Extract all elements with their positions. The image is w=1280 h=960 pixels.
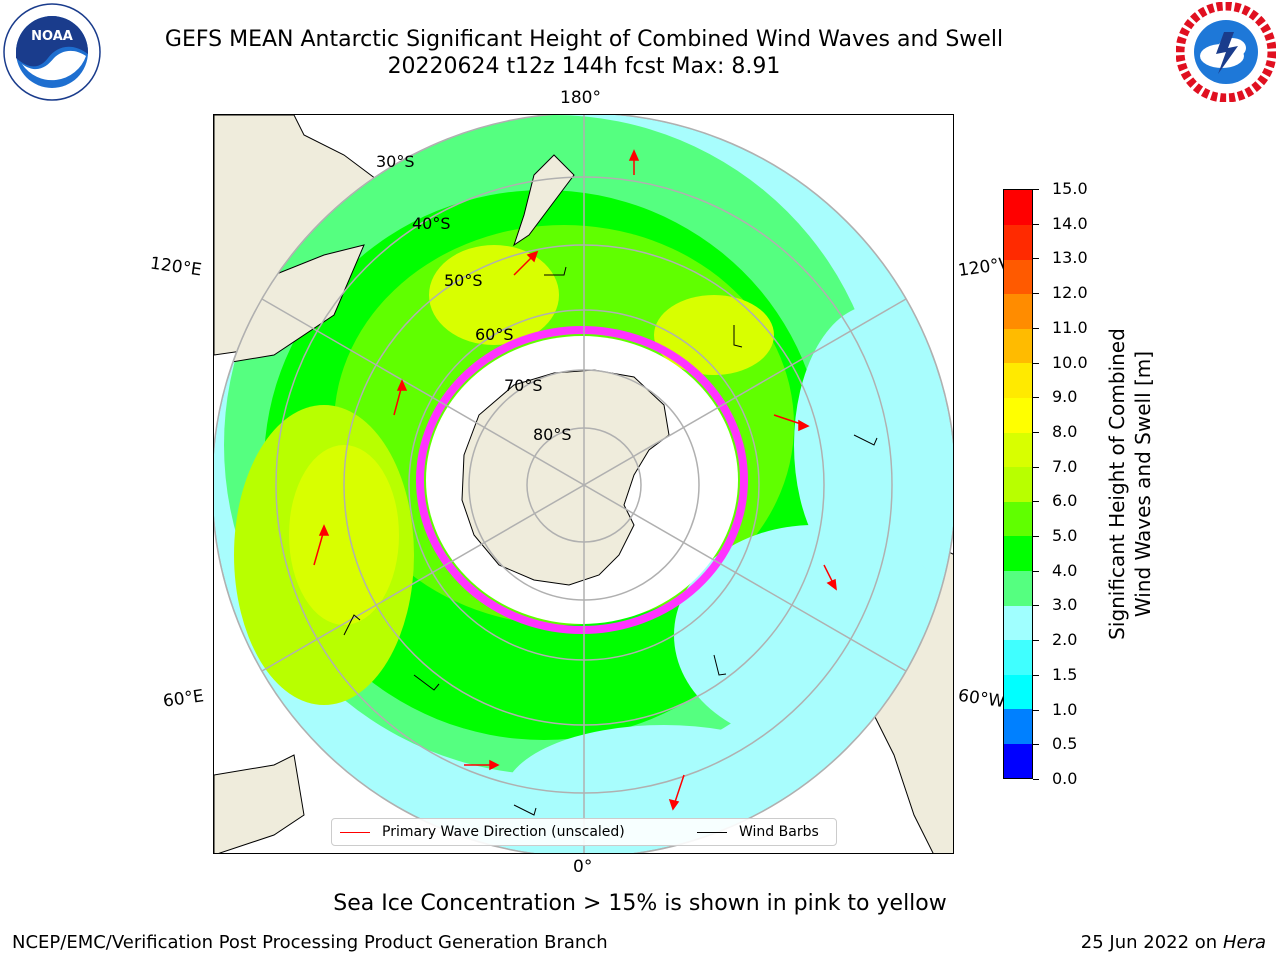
colorbar-tick xyxy=(1033,362,1039,364)
national-weather-service-logo xyxy=(1176,2,1276,102)
wave-direction-legend-label: Primary Wave Direction (unscaled) xyxy=(382,824,625,840)
colorbar-title-line1: Significant Height of Combined xyxy=(1105,328,1129,640)
colorbar-tick xyxy=(1033,536,1039,538)
latitude-label-80s: 80°S xyxy=(533,425,572,444)
latitude-label-60s: 60°S xyxy=(475,325,514,344)
sea-ice-note: Sea Ice Concentration > 15% is shown in … xyxy=(333,891,947,916)
colorbar-tick xyxy=(1033,640,1039,642)
colorbar-segment xyxy=(1004,570,1032,606)
colorbar-segment xyxy=(1004,224,1032,260)
longitude-label-60w: 60°W xyxy=(956,685,1007,713)
colorbar-tick-label: 14.0 xyxy=(1052,213,1088,233)
machine-name: Hera xyxy=(1222,932,1266,953)
colorbar xyxy=(1003,189,1033,779)
colorbar-tick xyxy=(1033,397,1039,399)
colorbar-segment xyxy=(1004,293,1032,329)
colorbar-segment xyxy=(1004,639,1032,675)
colorbar-tick-label: 1.5 xyxy=(1052,664,1078,684)
latitude-label-50s: 50°S xyxy=(444,271,483,290)
colorbar-tick-label: 7.0 xyxy=(1052,456,1078,476)
polar-map-canvas xyxy=(214,115,953,853)
colorbar-tick xyxy=(1033,501,1039,503)
colorbar-segment xyxy=(1004,501,1032,537)
colorbar-tick xyxy=(1033,431,1039,433)
colorbar-tick xyxy=(1033,744,1039,746)
colorbar-title-line2: Wind Waves and Swell [m] xyxy=(1131,350,1155,618)
colorbar-tick xyxy=(1033,709,1039,711)
wind-barbs-legend-label: Wind Barbs xyxy=(739,824,819,840)
colorbar-tick xyxy=(1033,605,1039,607)
colorbar-tick xyxy=(1033,779,1039,780)
colorbar-tick-label: 0.5 xyxy=(1052,734,1078,754)
colorbar-segment xyxy=(1004,535,1032,571)
colorbar-segment xyxy=(1004,190,1032,226)
colorbar-segment xyxy=(1004,397,1032,433)
colorbar-segment xyxy=(1004,362,1032,399)
colorbar-tick xyxy=(1033,674,1039,676)
longitude-label-180: 180° xyxy=(560,88,601,108)
colorbar-tick xyxy=(1033,223,1039,225)
colorbar-tick-label: 3.0 xyxy=(1052,595,1078,615)
colorbar-segment xyxy=(1004,328,1032,364)
map-legend: Primary Wave Direction (unscaled) Wind B… xyxy=(331,818,837,846)
colorbar-segment xyxy=(1004,432,1032,468)
longitude-label-120e: 120°E xyxy=(148,253,203,281)
colorbar-segment xyxy=(1004,674,1032,710)
colorbar-segment xyxy=(1004,259,1032,295)
colorbar-title: Significant Height of Combined Wind Wave… xyxy=(1104,274,1156,694)
colorbar-segment xyxy=(1004,466,1032,502)
colorbar-segment xyxy=(1004,743,1032,779)
land-africa-south xyxy=(214,754,305,853)
colorbar-segment xyxy=(1004,605,1032,641)
credit-line: NCEP/EMC/Verification Post Processing Pr… xyxy=(12,932,608,953)
colorbar-tick xyxy=(1033,570,1039,572)
colorbar-tick-label: 4.0 xyxy=(1052,560,1078,580)
colorbar-tick-label: 13.0 xyxy=(1052,248,1088,268)
wind-barbs-swatch xyxy=(697,832,727,833)
colorbar-tick xyxy=(1033,258,1039,260)
longitude-label-60e: 60°E xyxy=(161,686,206,712)
colorbar-tick-label: 12.0 xyxy=(1052,283,1088,303)
colorbar-tick-label: 5.0 xyxy=(1052,526,1078,546)
map-title: GEFS MEAN Antarctic Significant Height o… xyxy=(164,27,1004,52)
colorbar-tick-label: 8.0 xyxy=(1052,421,1078,441)
map-subtitle: 20220624 t12z 144h fcst Max: 8.91 xyxy=(387,54,781,79)
colorbar-tick xyxy=(1033,293,1039,295)
colorbar-segment xyxy=(1004,708,1032,744)
latitude-label-70s: 70°S xyxy=(504,376,543,395)
colorbar-tick-label: 10.0 xyxy=(1052,352,1088,372)
longitude-label-0: 0° xyxy=(573,857,593,877)
latitude-label-40s: 40°S xyxy=(412,214,451,233)
wave-direction-swatch xyxy=(340,832,370,833)
colorbar-tick xyxy=(1033,327,1039,329)
colorbar-tick-label: 15.0 xyxy=(1052,179,1088,198)
colorbar-tick-label: 1.0 xyxy=(1052,699,1078,719)
colorbar-tick-label: 9.0 xyxy=(1052,387,1078,407)
colorbar-tick-label: 2.0 xyxy=(1052,630,1078,650)
noaa-logo: NOAA xyxy=(3,3,101,101)
colorbar-tick xyxy=(1033,466,1039,468)
run-date-text: 25 Jun 2022 on xyxy=(1080,932,1218,953)
latitude-label-30s: 30°S xyxy=(376,152,415,171)
colorbar-tick xyxy=(1033,189,1039,190)
colorbar-tick-label: 0.0 xyxy=(1052,769,1078,788)
colorbar-tick-label: 11.0 xyxy=(1052,317,1088,337)
polar-map xyxy=(213,114,954,854)
colorbar-tick-label: 6.0 xyxy=(1052,491,1078,511)
run-date: 25 Jun 2022 on Hera xyxy=(1081,932,1266,953)
svg-text:NOAA: NOAA xyxy=(31,29,73,44)
